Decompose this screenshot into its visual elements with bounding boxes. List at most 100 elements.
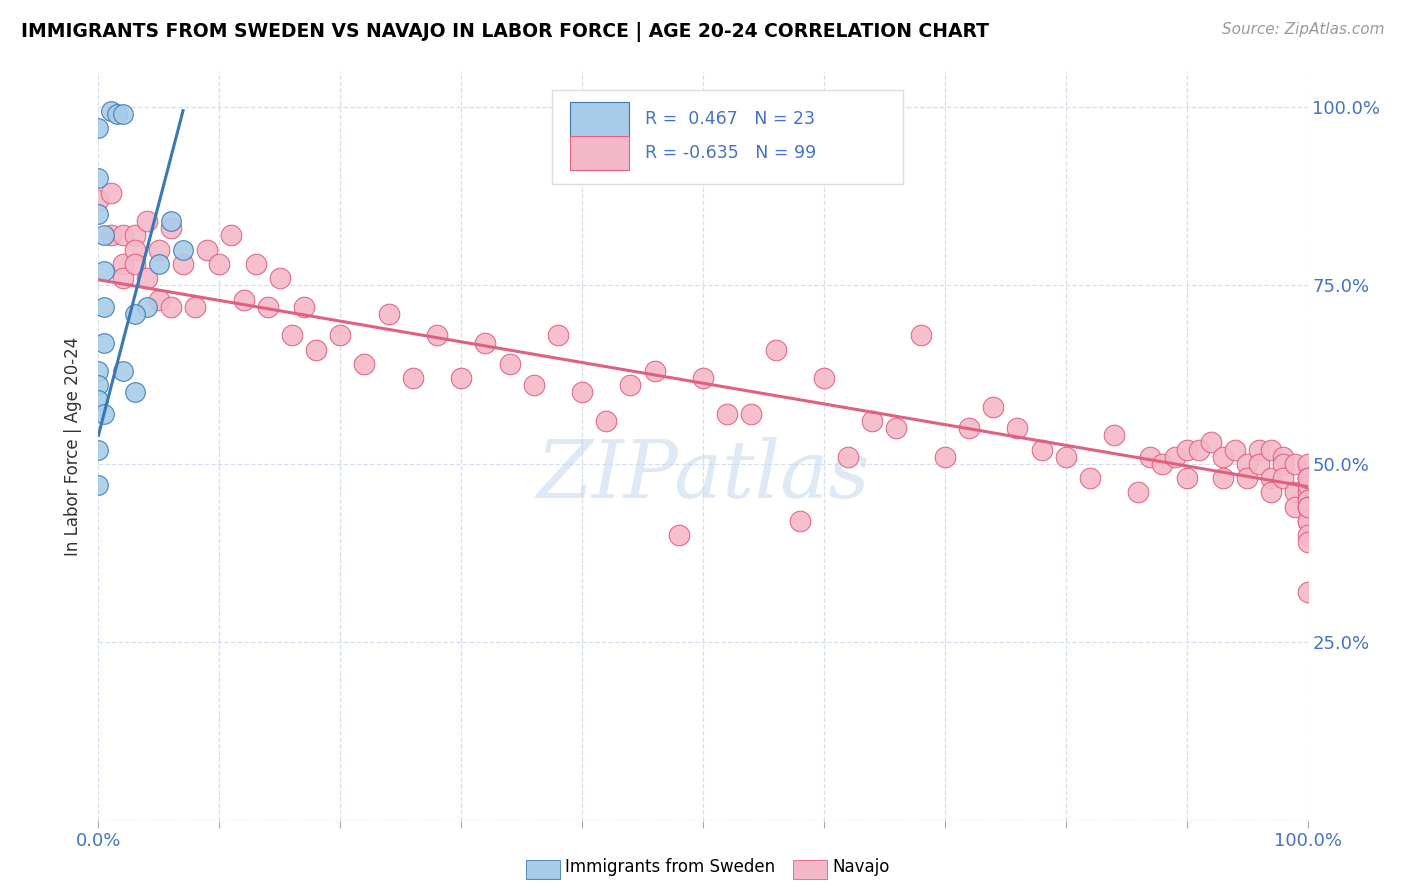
Point (269, 271, 291, 285)
Point (377, 307, 399, 321)
Point (232, 293, 254, 307)
Point (813, 371, 835, 385)
FancyBboxPatch shape (569, 136, 630, 170)
Point (148, 243, 170, 257)
Point (1296, 485, 1319, 500)
Point (692, 371, 714, 385)
Point (595, 414, 617, 428)
Point (184, 300, 207, 314)
Point (1272, 457, 1295, 471)
Point (111, 364, 134, 378)
Point (148, 257, 170, 271)
Point (1054, 450, 1077, 464)
Point (1296, 535, 1319, 549)
Point (1236, 471, 1258, 485)
Point (1296, 500, 1319, 514)
FancyBboxPatch shape (569, 102, 630, 136)
FancyBboxPatch shape (551, 90, 903, 184)
Point (619, 378, 641, 392)
Point (1296, 500, 1319, 514)
Point (100, 186, 122, 200)
Point (208, 257, 231, 271)
Point (160, 300, 183, 314)
Point (1249, 457, 1271, 471)
Point (1260, 485, 1282, 500)
Point (1296, 514, 1319, 528)
Point (105, 107, 128, 121)
Point (93, 300, 115, 314)
Point (1296, 585, 1319, 599)
Point (93, 264, 115, 278)
Point (1139, 450, 1161, 464)
Point (1296, 478, 1319, 492)
Point (1296, 528, 1319, 542)
Point (93, 335, 115, 350)
Point (957, 421, 980, 435)
Point (450, 371, 472, 385)
Point (93, 407, 115, 421)
Point (523, 378, 546, 392)
Point (1260, 471, 1282, 485)
Point (668, 528, 690, 542)
Point (87, 193, 110, 207)
Point (148, 293, 170, 307)
Point (1175, 471, 1198, 485)
Point (1236, 457, 1258, 471)
Point (1284, 485, 1306, 500)
Point (87, 364, 110, 378)
Point (740, 407, 762, 421)
Point (1296, 471, 1319, 485)
Point (498, 357, 520, 371)
Text: Navajo: Navajo (832, 858, 890, 876)
Point (135, 271, 157, 285)
Point (1128, 485, 1150, 500)
Point (329, 328, 352, 343)
Point (87, 478, 110, 492)
Point (245, 257, 267, 271)
Point (1223, 442, 1246, 457)
Point (87, 121, 110, 136)
Point (87, 171, 110, 186)
Point (1007, 421, 1029, 435)
Point (124, 243, 146, 257)
Point (1272, 450, 1295, 464)
Point (1296, 492, 1319, 507)
Point (1260, 442, 1282, 457)
Point (111, 271, 134, 285)
Point (765, 343, 787, 357)
Text: R =  0.467   N = 23: R = 0.467 N = 23 (645, 110, 815, 128)
Text: Immigrants from Sweden: Immigrants from Sweden (565, 858, 775, 876)
Point (1212, 471, 1234, 485)
Point (292, 300, 315, 314)
Point (571, 385, 593, 400)
Text: R = -0.635   N = 99: R = -0.635 N = 99 (645, 144, 817, 162)
Point (100, 228, 122, 243)
Point (474, 335, 496, 350)
Point (1284, 457, 1306, 471)
Point (644, 364, 666, 378)
Point (1296, 471, 1319, 485)
Point (305, 343, 328, 357)
Point (1296, 457, 1319, 471)
Text: Source: ZipAtlas.com: Source: ZipAtlas.com (1222, 22, 1385, 37)
Point (124, 307, 146, 321)
Point (886, 421, 908, 435)
Point (1102, 428, 1125, 442)
Point (111, 107, 134, 121)
Point (256, 300, 278, 314)
Point (1296, 471, 1319, 485)
Point (1284, 500, 1306, 514)
Point (195, 243, 218, 257)
Text: ZIPatlas: ZIPatlas (536, 437, 870, 515)
Point (87, 442, 110, 457)
Point (910, 328, 932, 343)
Point (93, 228, 115, 243)
Text: IMMIGRANTS FROM SWEDEN VS NAVAJO IN LABOR FORCE | AGE 20-24 CORRELATION CHART: IMMIGRANTS FROM SWEDEN VS NAVAJO IN LABO… (21, 22, 988, 42)
Point (1152, 457, 1174, 471)
Point (860, 414, 883, 428)
Point (87, 392, 110, 407)
Point (281, 328, 304, 343)
Point (934, 450, 956, 464)
Point (1296, 500, 1319, 514)
Point (124, 385, 146, 400)
